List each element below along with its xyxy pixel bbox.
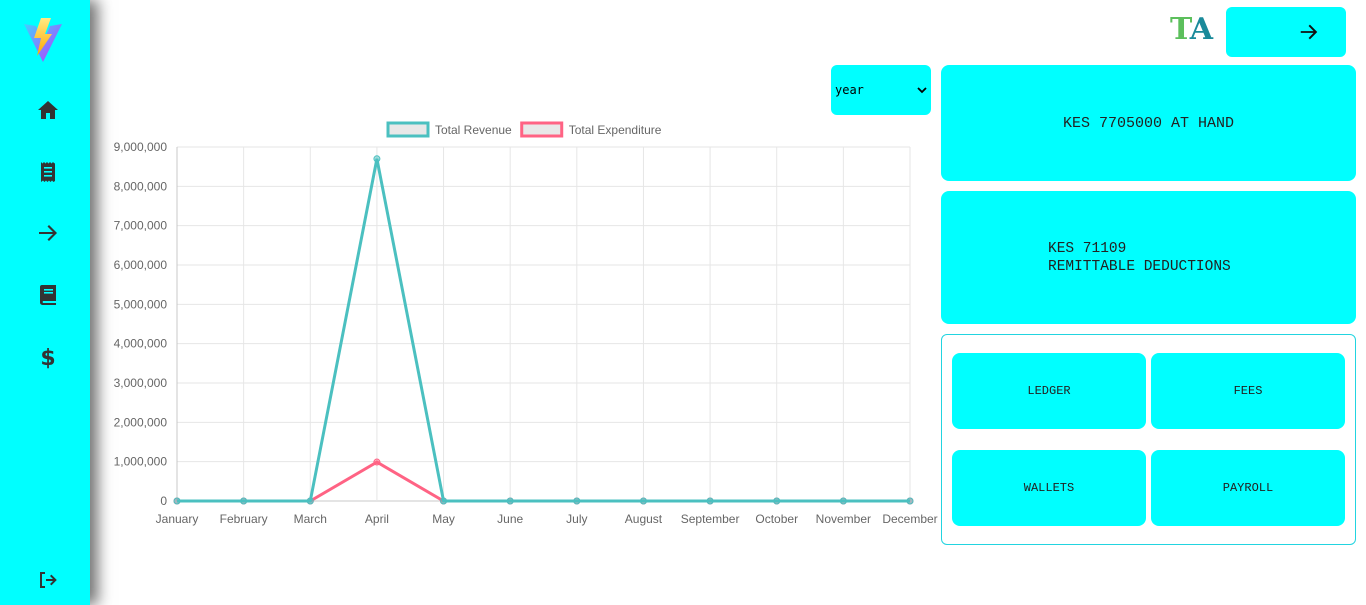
vite-logo-icon[interactable]: [22, 16, 64, 64]
data-point: [373, 458, 381, 466]
data-point: [906, 497, 914, 505]
y-tick-label: 0: [160, 494, 167, 508]
x-tick-label: December: [882, 512, 937, 526]
y-tick-label: 3,000,000: [114, 376, 168, 390]
brand-logo: TA: [1170, 12, 1220, 48]
payroll-label: PAYROLL: [1222, 481, 1274, 495]
legend-label: Total Expenditure: [569, 123, 662, 137]
period-select-value: year: [835, 83, 864, 97]
data-point: [839, 497, 847, 505]
data-point: [706, 497, 714, 505]
x-tick-label: July: [566, 512, 587, 526]
y-tick-label: 6,000,000: [114, 258, 168, 272]
data-point: [373, 155, 381, 163]
y-tick-label: 8,000,000: [114, 179, 168, 193]
sidebar: $: [0, 0, 90, 605]
x-tick-label: February: [220, 512, 268, 526]
revenue-expenditure-chart: 0 1,000,000 2,000,000 3,000,000 4,000,000 5,0…: [100, 115, 940, 535]
x-tick-label: May: [432, 512, 455, 526]
period-select[interactable]: year: [831, 65, 931, 115]
y-tick-label: 7,000,000: [114, 219, 168, 233]
x-tick-label: June: [497, 512, 523, 526]
legend-label: Total Revenue: [435, 123, 512, 137]
x-tick-label: August: [625, 512, 663, 526]
data-point: [306, 497, 314, 505]
x-tick-label: April: [365, 512, 389, 526]
home-icon[interactable]: [33, 95, 63, 125]
series-line: [177, 460, 910, 503]
ledger-button[interactable]: LEDGER: [952, 353, 1146, 429]
x-tick-label: March: [294, 512, 327, 526]
y-tick-label: 9,000,000: [114, 140, 168, 154]
payroll-button[interactable]: PAYROLL: [1151, 450, 1345, 526]
x-tick-label: October: [755, 512, 798, 526]
brand-letter-t: T: [1170, 12, 1191, 47]
data-point: [240, 497, 248, 505]
svg-text:$: $: [40, 346, 55, 369]
remittable-deductions-card: KES 71109 REMITTABLE DEDUCTIONS: [941, 191, 1356, 324]
legend-swatch: [520, 121, 564, 138]
remittable-amount: KES 71109: [1048, 240, 1127, 257]
ledger-label: LEDGER: [1027, 384, 1071, 398]
wallets-label: WALLETS: [1023, 481, 1075, 495]
x-tick-label: November: [816, 512, 871, 526]
brand-letter-a: A: [1189, 12, 1213, 47]
forward-button[interactable]: [1226, 7, 1346, 57]
quick-links-panel: LEDGER FEES WALLETS PAYROLL: [941, 334, 1356, 545]
logout-icon[interactable]: [33, 565, 63, 595]
dollar-icon[interactable]: $: [33, 342, 63, 372]
legend-swatch: [386, 121, 430, 138]
data-point: [506, 497, 514, 505]
receipt-icon[interactable]: [33, 157, 63, 187]
data-point: [773, 497, 781, 505]
x-tick-label: September: [681, 512, 740, 526]
y-tick-label: 2,000,000: [114, 415, 168, 429]
data-point: [440, 497, 448, 505]
chevron-down-icon: [917, 87, 927, 94]
fees-button[interactable]: FEES: [1151, 353, 1345, 429]
fees-label: FEES: [1233, 384, 1263, 398]
book-icon[interactable]: [33, 280, 63, 310]
series-line: [177, 158, 910, 503]
y-tick-label: 1,000,000: [114, 455, 168, 469]
wallets-button[interactable]: WALLETS: [952, 450, 1146, 526]
x-tick-label: January: [156, 512, 199, 526]
arrow-right-icon[interactable]: [33, 218, 63, 248]
data-point: [639, 497, 647, 505]
y-tick-label: 4,000,000: [114, 337, 168, 351]
cash-at-hand-card: KES 7705000 AT HAND: [941, 65, 1356, 181]
remittable-label: REMITTABLE DEDUCTIONS: [1048, 258, 1231, 275]
y-tick-label: 5,000,000: [114, 297, 168, 311]
arrow-right-icon: [1300, 24, 1318, 40]
data-point: [173, 497, 181, 505]
line-chart: 0 1,000,000 2,000,000 3,000,000 4,000,000 5,0…: [114, 121, 938, 526]
data-point: [573, 497, 581, 505]
cash-at-hand-text: KES 7705000 AT HAND: [1062, 114, 1235, 132]
